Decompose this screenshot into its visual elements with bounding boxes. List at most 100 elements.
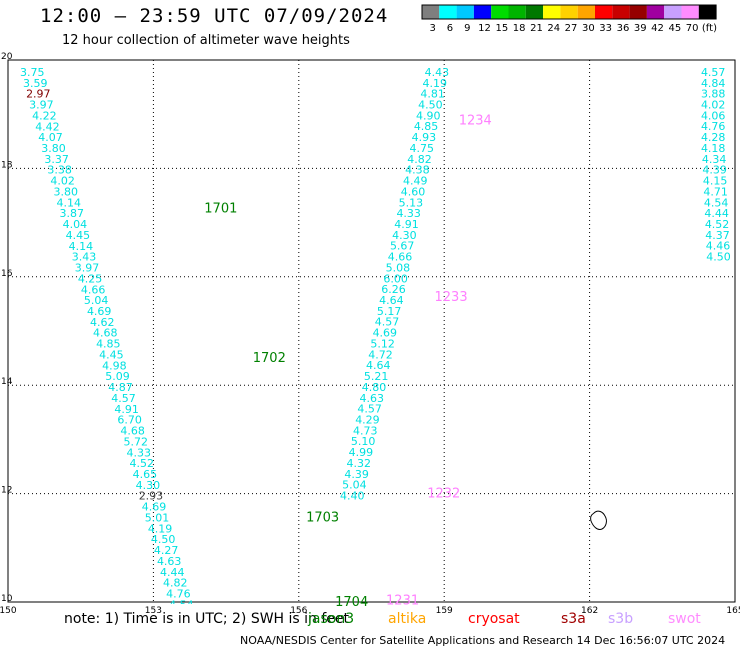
wave-height-value: 4.82: [163, 577, 188, 590]
satellite-legend-jason3: jason3: [308, 611, 355, 627]
legend-label: 36: [617, 23, 630, 34]
wave-height-value: 5.10: [351, 435, 376, 448]
wave-height-value: 4.71: [703, 185, 728, 198]
wave-height-value: 4.93: [412, 131, 437, 144]
legend-swatch: [577, 5, 595, 19]
y-tick-label: 14: [1, 377, 13, 387]
wave-height-value: 4.33: [396, 207, 421, 220]
track-1: 4.434.194.814.504.904.854.934.754.824.38…: [340, 66, 449, 503]
pass-time-labels: 1701 1702 1703 1704 1234 1233 1232 1231: [204, 114, 492, 610]
wave-height-value: 5.17: [377, 305, 402, 318]
legend-label: 39: [634, 23, 647, 34]
altimeter-tracks: 3.753.592.973.974.224.424.073.803.373.38…: [20, 66, 731, 604]
wave-height-value: 4.50: [151, 533, 176, 546]
pass-time-label: 1232: [427, 487, 460, 502]
wave-height-value: 3.75: [20, 66, 45, 79]
wave-height-value: 2.97: [26, 88, 51, 101]
wave-height-value: 3.43: [72, 251, 97, 264]
coastline: [590, 510, 607, 530]
wave-height-value: 4.99: [349, 446, 374, 459]
wave-height-value: 4.84: [701, 77, 726, 90]
wave-height-value: 4.76: [701, 120, 726, 133]
wave-height-value: 6.70: [117, 414, 142, 427]
wave-height-value: 4.39: [702, 164, 727, 177]
x-tick-label: 156: [290, 606, 307, 616]
wave-height-value: 4.57: [701, 66, 726, 79]
y-tick-label: 18: [1, 160, 13, 170]
legend-swatch: [612, 5, 630, 19]
wave-height-value: 4.90: [416, 109, 441, 122]
wave-height-value: 5.21: [364, 370, 389, 383]
legend-swatch: [629, 5, 647, 19]
wave-height-value: 5.01: [145, 511, 170, 524]
wave-height-value: 4.52: [130, 457, 155, 470]
legend-swatch: [439, 5, 457, 19]
x-tick-label: 153: [145, 606, 162, 616]
y-tick-label: 20: [1, 52, 13, 62]
wave-height-value: 4.60: [401, 185, 426, 198]
legend-swatch: [525, 5, 544, 19]
wave-height-value: 3.38: [47, 164, 72, 177]
satellite-legend-swot: swot: [668, 611, 701, 627]
wave-height-value: 4.34: [702, 153, 727, 166]
color-legend: 3 6 9 12 15 18 21 24 27 30 33 36 39 42 45 70 (ft): [421, 4, 717, 34]
x-tick-label: 165: [726, 606, 740, 616]
legend-label: 18: [513, 23, 526, 34]
legend-label: 15: [495, 23, 508, 34]
wave-height-value: 5.04: [84, 294, 109, 307]
wave-height-value: 4.40: [340, 490, 365, 503]
wave-height-value: 4.80: [362, 381, 387, 394]
wave-height-value: 4.54: [704, 196, 729, 209]
wave-height-value: 4.65: [133, 468, 158, 481]
wave-height-value: 4.69: [373, 327, 398, 340]
x-tick-label: 159: [436, 606, 453, 616]
wave-height-value: 4.15: [703, 175, 728, 188]
wave-height-value: 6.00: [383, 272, 408, 285]
legend-swatch: [560, 5, 578, 19]
wave-height-value: 4.49: [403, 175, 428, 188]
legend-swatch: [698, 5, 717, 19]
wave-height-value: 4.81: [420, 88, 445, 101]
map-title: 12:00 – 23:59 UTC 07/09/2024: [40, 5, 389, 27]
wave-height-value: 4.91: [394, 218, 419, 231]
wave-height-value: 4.91: [114, 403, 139, 416]
wave-height-value: 4.68: [120, 425, 145, 438]
wave-height-value: 4.57: [357, 403, 382, 416]
wave-height-value: 4.38: [405, 164, 430, 177]
wave-height-value: 4.07: [38, 131, 63, 144]
y-tick-label: 10: [1, 594, 13, 604]
wave-height-value: 5.12: [370, 337, 395, 350]
wave-height-value: 4.25: [78, 272, 103, 285]
wave-height-value: 4.43: [425, 66, 450, 79]
wave-height-value: 4.87: [108, 381, 133, 394]
wave-height-value: 4.69: [142, 501, 167, 514]
wave-height-value: 4.30: [392, 229, 417, 242]
wave-height-value: 4.52: [705, 218, 730, 231]
wave-height-value: 4.02: [701, 99, 726, 112]
wave-height-value: 3.80: [41, 142, 66, 155]
wave-height-value: 4.32: [347, 457, 372, 470]
map-border: [7, 59, 736, 603]
wave-height-value: 4.29: [355, 413, 380, 426]
wave-height-value: 4.66: [388, 251, 413, 264]
legend-border: [421, 4, 717, 20]
wave-height-value: 4.64: [366, 359, 391, 372]
wave-height-value: 4.28: [701, 131, 726, 144]
wave-height-value: 4.14: [57, 196, 82, 209]
pass-time-label: 1231: [386, 593, 419, 608]
wave-height-value: 4.72: [368, 348, 393, 361]
wave-height-value: 4.69: [87, 305, 112, 318]
track-0: 3.753.592.973.974.224.424.073.803.373.38…: [20, 66, 194, 604]
wave-height-value: 4.06: [701, 109, 726, 122]
wave-height-value: 4.64: [379, 294, 404, 307]
wave-height-value: 4.19: [148, 522, 173, 535]
pass-time-label: 1234: [459, 114, 492, 129]
wave-height-value: 4.14: [69, 240, 94, 253]
wave-height-value: 4.22: [32, 109, 57, 122]
legend-swatch: [595, 5, 613, 19]
x-tick-label: 150: [0, 606, 17, 616]
wave-height-value: 4.50: [706, 251, 731, 264]
wave-height-value: 4.44: [704, 207, 729, 220]
legend-label: 45: [668, 23, 681, 34]
wave-height-value: 4.18: [701, 142, 726, 155]
